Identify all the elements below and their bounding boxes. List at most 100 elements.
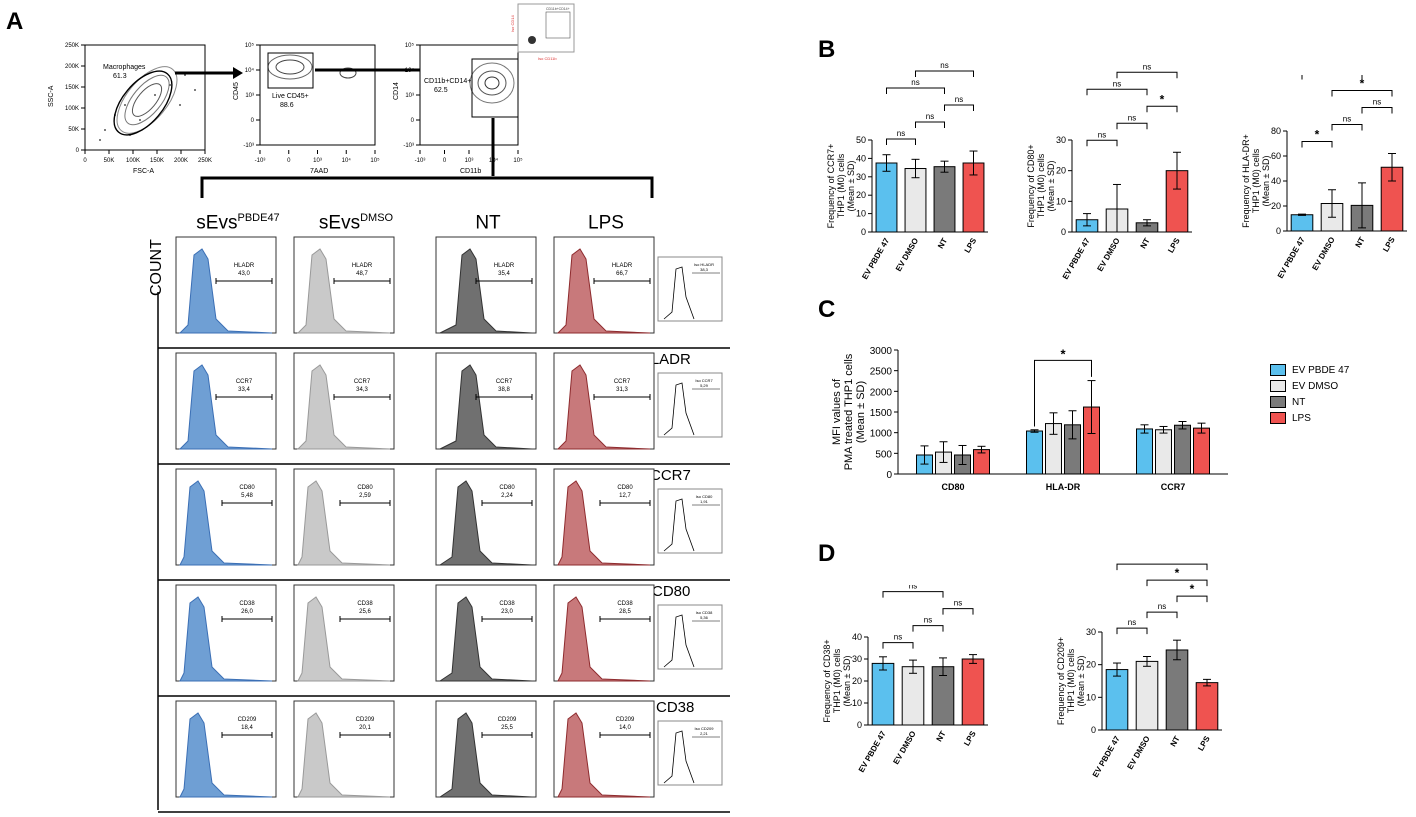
y-tick-label: 1500 — [870, 408, 893, 419]
significance-label: * — [1175, 566, 1180, 580]
axis-label: Frequency of CD80+ — [1026, 144, 1036, 227]
significance-label: * — [1160, 92, 1165, 106]
y-tick-label: 10 — [1086, 692, 1096, 702]
bar — [901, 666, 925, 726]
histogram-curve — [439, 248, 533, 334]
gate-label: HLADR — [494, 263, 515, 269]
x-tick-label: LPS — [1166, 236, 1182, 255]
bar — [933, 166, 956, 233]
legend-item: NT — [1270, 396, 1305, 408]
significance-label: * — [1190, 582, 1195, 596]
significance-bracket — [1301, 75, 1363, 80]
gate-value: 38,3 — [700, 267, 709, 272]
gate-value: 5,48 — [241, 493, 253, 499]
histogram-curve — [557, 480, 651, 566]
x-tick-label: EV DMSO — [1125, 735, 1151, 771]
y-tick-label: 20 — [1086, 660, 1096, 670]
y-tick-label: 30 — [852, 654, 862, 664]
histogram-frame — [435, 700, 537, 798]
histogram-grid: HLADRHLADR43,0HLADR48,7HLADR35,4HLADR66,… — [157, 236, 730, 817]
axis-label: THP1 (M0) cells — [836, 153, 846, 218]
gate-label: CD209 — [356, 717, 375, 723]
histogram-curve — [556, 364, 651, 450]
histogram-panel: CD209 14,0 — [553, 700, 655, 798]
gate-label: Iso CD38 — [696, 610, 713, 615]
axis-label: PMA treated THP1 cells — [843, 353, 855, 470]
significance-label: ns — [1373, 98, 1381, 107]
significance-bracket — [1331, 124, 1363, 131]
bracket-connector — [200, 118, 654, 198]
y-tick-label: 60 — [1271, 151, 1281, 161]
histogram-curve — [178, 364, 273, 450]
histogram-curve — [178, 248, 273, 334]
y-tick-label: 40 — [1271, 176, 1281, 186]
y-tick-label: 20 — [856, 190, 866, 200]
x-tick-label: NT — [1139, 236, 1152, 250]
legend-item: LPS — [1270, 412, 1311, 424]
gate-value-text: 61.3 — [113, 73, 127, 80]
significance-bracket — [1176, 595, 1208, 603]
significance-bracket — [1361, 107, 1393, 114]
bar — [1290, 214, 1314, 232]
gate-value: 34,3 — [356, 387, 368, 393]
histogram-panel: CD209 18,4 — [175, 700, 277, 798]
significance-label: ns — [911, 78, 919, 87]
bar — [1135, 660, 1159, 731]
x-tick-label: EV PBDE 47 — [1091, 734, 1122, 779]
legend-swatch — [1270, 412, 1286, 424]
axis-label: THP1 (M0) cells — [1036, 153, 1046, 218]
histogram-panel: CD38 23,0 — [435, 584, 537, 682]
significance-bracket — [1086, 139, 1118, 147]
gate-label: HLADR — [612, 263, 633, 269]
x-tick-label: LPS — [963, 236, 979, 255]
histogram-curve — [438, 596, 533, 682]
y-tick-label: 0 — [861, 227, 866, 237]
gate-name-text: CD11b+CD14+ — [424, 78, 471, 85]
y-tick-label: 3000 — [870, 346, 893, 357]
y-tick-label: 0 — [886, 470, 892, 481]
gate-value: 2,21 — [700, 731, 709, 736]
arrow — [175, 67, 243, 79]
gate-value: 2,59 — [359, 493, 371, 499]
chart-ccr7-frequency: Frequency of CCR7+ THP1 (M0) cells (Mean ±… — [826, 62, 988, 281]
significance-bracket — [886, 87, 945, 95]
gate-name-text: Live CD45+ — [272, 93, 309, 100]
histogram-panel: CD80 5,48 — [175, 468, 277, 566]
x-tick-label: NT — [1354, 235, 1367, 249]
gate-label: CD209 — [238, 717, 257, 723]
tick-label: 250K — [65, 43, 79, 49]
axis-label: (Mean ± SD) — [1261, 156, 1271, 207]
x-tick-label: LPS — [1381, 235, 1397, 254]
chart-mfi-values: MFI values of PMA treated THP1 cells (Mean… — [831, 346, 1228, 492]
x-tick-label: HLA-DR — [1046, 482, 1081, 492]
tick-label: 10⁵ — [405, 42, 415, 49]
tick-label: 0 — [83, 158, 87, 164]
histogram-frame — [657, 256, 723, 322]
histogram-curve — [179, 480, 273, 566]
tick-label: -10³ — [415, 158, 426, 164]
gate-value-text: 88.6 — [280, 102, 294, 109]
significance-bracket — [944, 104, 974, 112]
significance-label: * — [1160, 560, 1165, 564]
y-tick-label: 2000 — [870, 387, 893, 398]
tick-label: 0 — [76, 148, 80, 154]
significance-bracket — [1301, 141, 1333, 148]
gate-label: CD209 — [616, 717, 635, 723]
significance-bracket — [915, 121, 945, 129]
histogram-curve — [297, 596, 391, 682]
gate-label: CD80 — [239, 485, 255, 491]
bar — [961, 658, 985, 726]
y-tick-label: 2500 — [870, 367, 893, 378]
axis-label: Frequency of CCR7+ — [826, 144, 836, 229]
y-tick-label: 30 — [1056, 135, 1066, 145]
axis-label: Frequency of CD38+ — [822, 639, 832, 722]
x-tick-label: EV DMSO — [894, 237, 920, 273]
tick-label: 10⁵ — [513, 157, 523, 164]
gate-value: 28,5 — [619, 609, 631, 615]
significance-label: ns — [1343, 115, 1351, 124]
y-tick-label: 40 — [852, 632, 862, 642]
significance-label: * — [1360, 77, 1365, 91]
histogram-panel: CD80 2,59 — [293, 468, 395, 566]
